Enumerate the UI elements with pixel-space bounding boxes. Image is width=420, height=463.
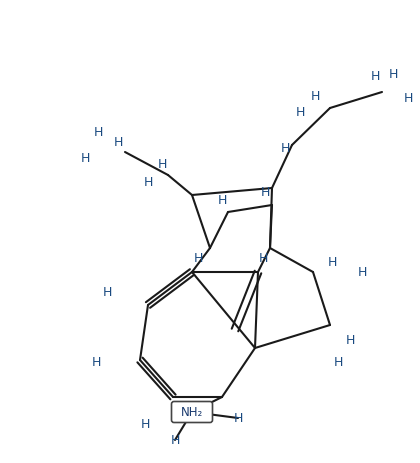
Text: H: H: [333, 357, 343, 369]
Text: H: H: [91, 357, 101, 369]
Text: H: H: [388, 69, 398, 81]
Text: H: H: [234, 412, 243, 425]
FancyBboxPatch shape: [171, 401, 213, 423]
Text: H: H: [158, 158, 167, 171]
Text: H: H: [140, 419, 150, 432]
Text: H: H: [295, 106, 304, 119]
Text: H: H: [113, 137, 123, 150]
Text: H: H: [193, 251, 203, 264]
Text: H: H: [403, 92, 413, 105]
Text: H: H: [280, 142, 290, 155]
Text: H: H: [260, 187, 270, 200]
Text: H: H: [143, 176, 153, 189]
Text: H: H: [357, 265, 367, 279]
Text: H: H: [171, 433, 180, 446]
Text: H: H: [217, 194, 227, 206]
Text: H: H: [345, 333, 354, 346]
Text: H: H: [102, 287, 112, 300]
Text: H: H: [80, 151, 90, 164]
Text: H: H: [370, 70, 380, 83]
Text: H: H: [93, 126, 102, 139]
Text: NH₂: NH₂: [181, 406, 203, 419]
Text: H: H: [258, 251, 268, 264]
Text: H: H: [327, 256, 337, 269]
Text: H: H: [310, 90, 320, 104]
